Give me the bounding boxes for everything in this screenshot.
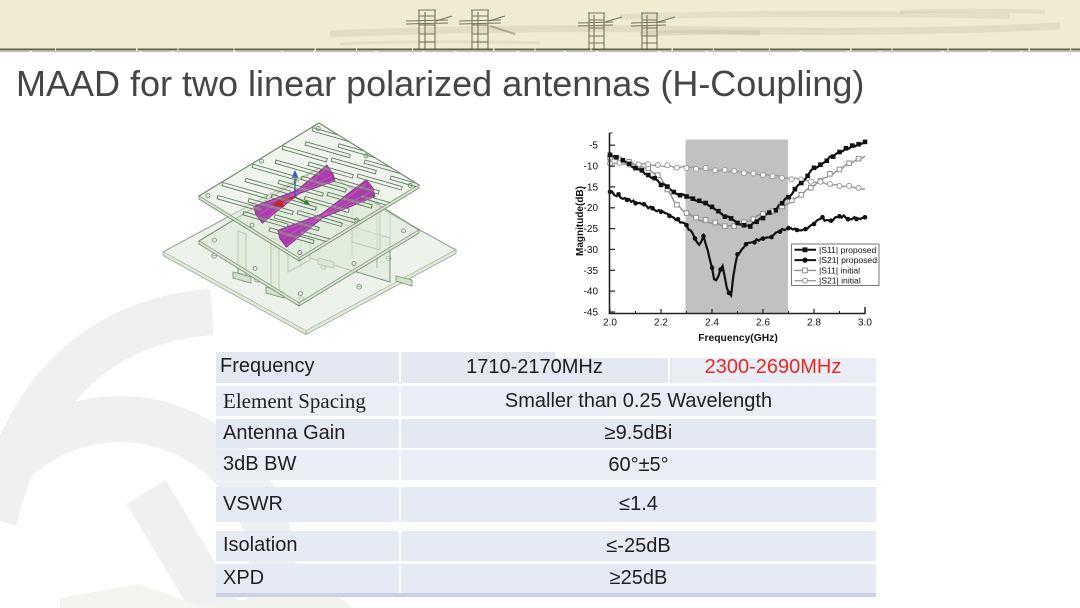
svg-text:-40: -40	[584, 287, 599, 298]
svg-text:2.6: 2.6	[756, 318, 770, 329]
svg-text:|S21| proposed: |S21| proposed	[819, 255, 877, 265]
svg-text:-25: -25	[584, 224, 599, 235]
svg-text:Frequency(GHz): Frequency(GHz)	[698, 333, 778, 344]
svg-text:|S21| initial: |S21| initial	[819, 276, 861, 286]
svg-text:2.8: 2.8	[807, 318, 821, 329]
svg-text:-20: -20	[584, 203, 599, 214]
svg-text:-45: -45	[584, 308, 599, 319]
svg-text:2.2: 2.2	[654, 318, 668, 329]
svg-text:Magnitude(dB): Magnitude(dB)	[575, 186, 586, 256]
svg-text:2.0: 2.0	[603, 318, 617, 329]
svg-text:|S11| initial: |S11| initial	[819, 265, 860, 275]
svg-text:-30: -30	[584, 245, 599, 256]
svg-text:3.0: 3.0	[858, 318, 872, 329]
svg-text:|S11| proposed: |S11| proposed	[819, 245, 877, 255]
svg-text:2.4: 2.4	[705, 318, 719, 329]
svg-text:-15: -15	[584, 182, 599, 193]
svg-text:-35: -35	[584, 266, 599, 277]
svg-text:-5: -5	[589, 141, 598, 152]
svg-text:-10: -10	[584, 162, 599, 173]
